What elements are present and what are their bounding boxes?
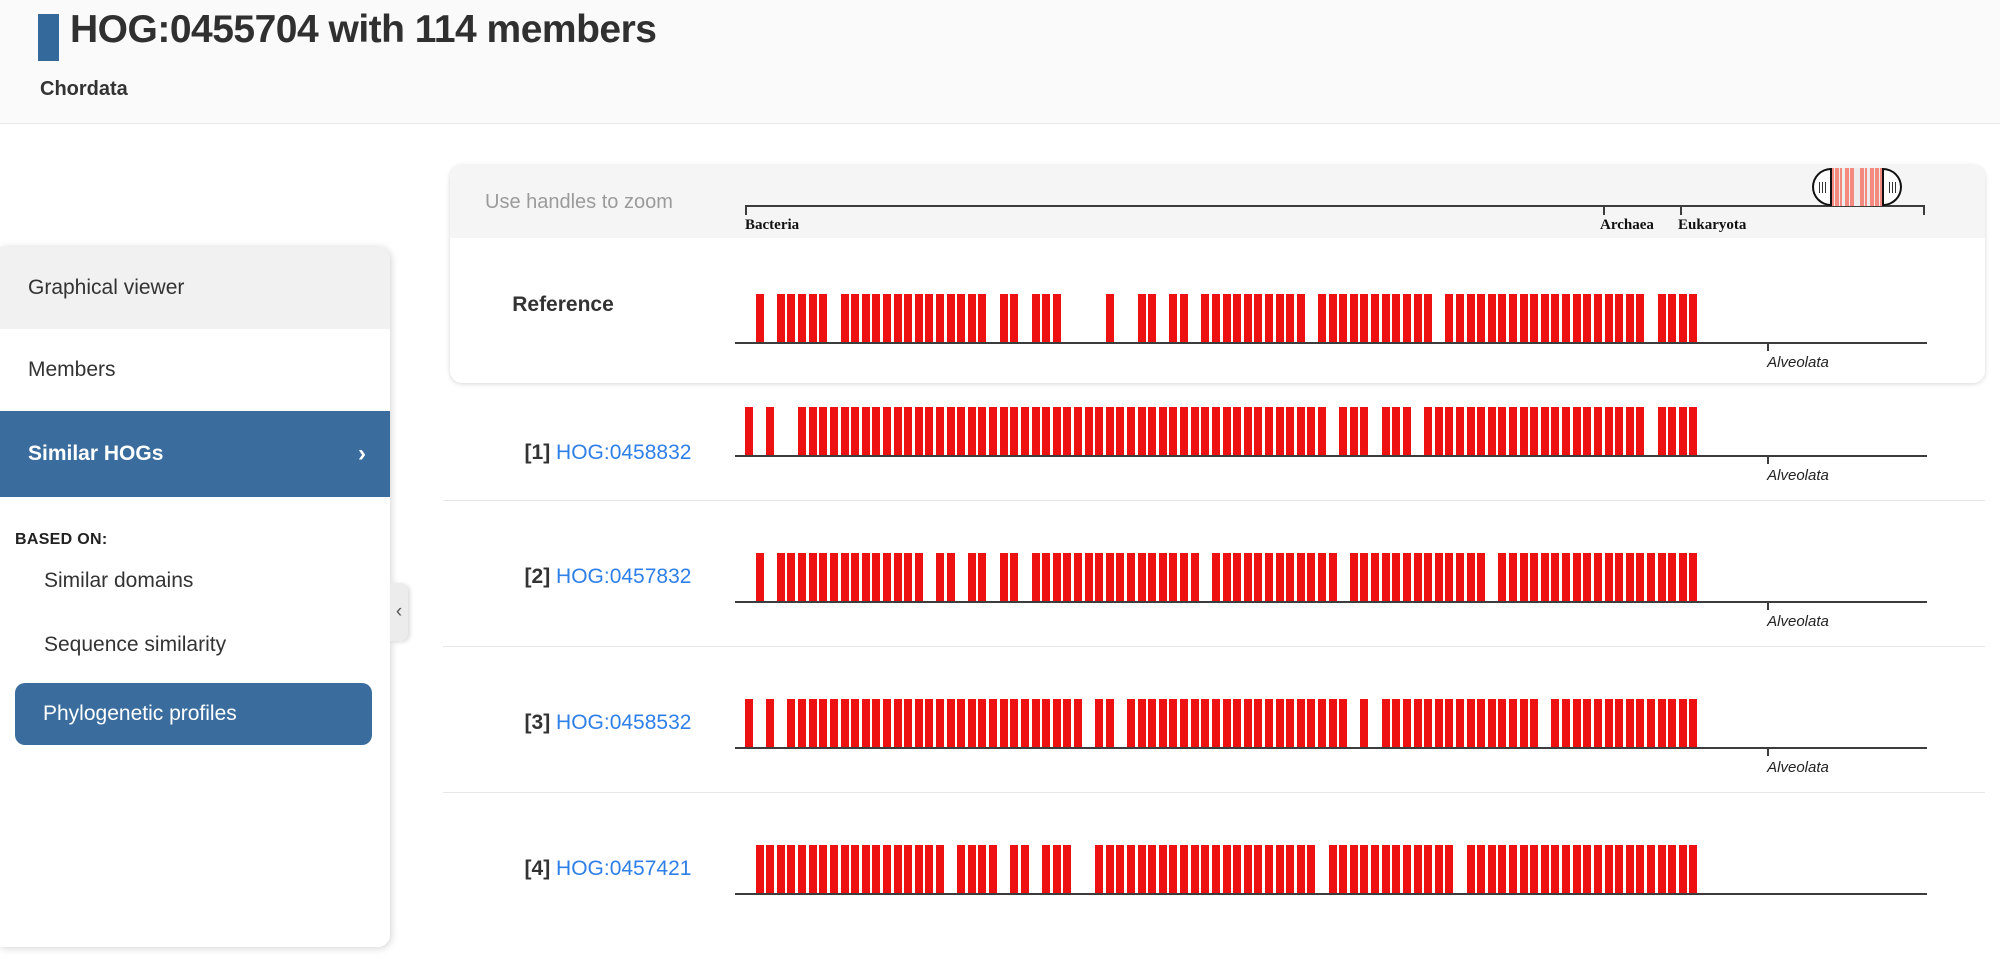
axis-tick-end [1923,205,1925,215]
profile-bars [745,845,1700,893]
profile-bars [745,553,1700,601]
hog-profile-strip [735,845,1927,895]
sidebar-item-graphical-viewer[interactable]: Graphical viewer [0,247,390,329]
sidebar-item-members[interactable]: Members [0,329,390,411]
grip-icon [1888,181,1896,193]
sidebar-item-phylogenetic-profiles[interactable]: Phylogenetic profiles [15,683,372,745]
hog-row-3: [3] HOG:0458532 Alveolata [443,647,1985,793]
reference-row-label: Reference [512,293,614,316]
profile-bars [745,699,1700,747]
axis-label-archaea: Archaea [1600,217,1654,233]
profile-bars [745,407,1700,455]
brush-handle-west[interactable] [1812,168,1832,206]
similar-hogs-panel: Use handles to zoom Bacteria Archaea Euk… [450,165,1985,383]
alveolata-tick [1767,747,1769,756]
sidebar-item-sequence-similarity[interactable]: Sequence similarity [0,613,390,677]
sidebar-item-label: Similar HOGs [28,442,164,465]
hog-link[interactable]: HOG:0458832 [556,441,692,464]
axis-tick-archaea [1603,205,1605,215]
hog-row-label: [2] HOG:0457832 [483,565,733,589]
axis-tick-bacteria [745,205,747,215]
hog-link[interactable]: HOG:0457832 [556,565,692,588]
sidebar-item-label: Graphical viewer [28,276,185,299]
hog-rank-label: [2] [524,565,551,588]
sidebar-item-label: Phylogenetic profiles [43,702,237,725]
similar-hogs-list: [1] HOG:0458832 Alveolata [2] HOG:045783… [443,383,1985,938]
hog-row-2: [2] HOG:0457832 Alveolata [443,501,1985,647]
axis-label-eukaryota: Eukaryota [1678,217,1747,233]
hog-rank-label: [1] [524,441,551,464]
alveolata-label: Alveolata [1767,613,1829,630]
brush-window[interactable] [1832,168,1882,206]
axis-label-bacteria: Bacteria [745,217,800,233]
hog-link[interactable]: HOG:0458532 [556,711,692,734]
based-on-label: BASED ON: [15,531,108,548]
sidebar-item-label: Members [28,358,116,381]
alveolata-label: Alveolata [1767,467,1829,484]
axis-tick-eukaryota [1680,205,1682,215]
alveolata-label: Alveolata [1767,354,1829,371]
hog-row-label: [4] HOG:0457421 [483,857,733,881]
taxonomy-axis [745,205,1925,207]
page-subtitle: Chordata [40,78,128,100]
grip-icon [1818,181,1826,193]
hog-profile-strip: Alveolata [735,553,1927,630]
page-title: HOG:0455704 with 114 members [70,8,657,51]
alveolata-label: Alveolata [1767,759,1829,776]
title-accent-bar [38,14,59,61]
hog-profile-strip: Alveolata [735,407,1927,484]
page-header: HOG:0455704 with 114 members Chordata [0,0,2000,124]
alveolata-tick [1767,601,1769,610]
sidebar-item-label: Similar domains [44,569,194,592]
sidebar-collapse-handle[interactable]: ‹ [390,583,408,641]
zoom-control-band: Use handles to zoom Bacteria Archaea Euk… [450,165,1985,238]
hog-profile-strip: Alveolata [735,699,1927,776]
sidebar-item-similar-hogs[interactable]: Similar HOGs › [0,411,390,497]
brush-handle-east[interactable] [1882,168,1902,206]
hog-rank-label: [4] [524,857,551,880]
sidebar-item-label: Sequence similarity [44,633,227,656]
zoom-hint-text: Use handles to zoom [485,191,673,213]
alveolata-tick [1767,342,1769,351]
hog-link[interactable]: HOG:0457421 [556,857,692,880]
alveolata-tick [1767,455,1769,464]
reference-profile-strip: Alveolata [735,294,1927,371]
chevron-right-icon: › [358,440,366,467]
hog-rank-label: [3] [524,711,551,734]
sidebar-item-similar-domains[interactable]: Similar domains [0,549,390,613]
profile-bars [745,294,1700,342]
chevron-left-icon: ‹ [395,601,403,622]
hog-row-label: [1] HOG:0458832 [483,441,733,465]
hog-row-1: [1] HOG:0458832 Alveolata [443,383,1985,501]
hog-row-label: [3] HOG:0458532 [483,711,733,735]
sidebar: Graphical viewer Members Similar HOGs › … [0,247,390,947]
hog-row-4: [4] HOG:0457421 [443,793,1985,938]
